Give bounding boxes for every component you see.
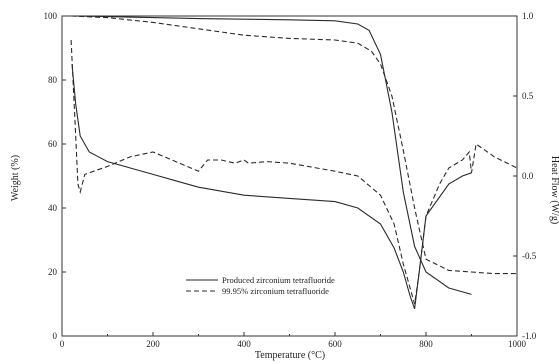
y-right-tick-label: -1.0 [522,331,537,341]
y-right-tick-label: 0.5 [522,91,534,101]
x-axis-title: Temperature (°C) [255,350,325,361]
y-left-tick-label: 0 [53,331,58,341]
y-axis-left-title: Weight (%) [10,155,21,201]
y-left-tick-label: 60 [48,139,58,149]
y-axis-right: -1.0 -0.5 0.0 0.5 1.0 [513,11,537,341]
y-left-tick-label: 80 [48,75,58,85]
x-tick-label: 0 [60,339,65,349]
x-tick-label: 600 [328,339,342,349]
series-lines [70,15,518,309]
legend-label-pure: 99.95% zirconium tetrafluoride [222,286,329,296]
y-left-tick-label: 100 [44,11,58,21]
legend: Produced zirconium tetrafluoride 99.95% … [186,275,335,296]
series-line-produced-heat-flow [71,63,472,309]
x-axis: 0 200 400 600 800 1000 [60,332,527,349]
y-right-tick-label: -0.5 [522,251,537,261]
x-tick-label: 1000 [508,339,527,349]
x-tick-label: 400 [237,339,251,349]
x-tick-label: 200 [146,339,160,349]
series-line-pure-heat-flow [70,39,518,305]
y-axis-right-title: Heat Flow (W/g) [549,156,559,224]
y-right-tick-label: 0.0 [522,171,534,181]
legend-label-produced: Produced zirconium tetrafluoride [222,275,335,285]
y-axis-left: 0 20 40 60 80 100 [44,11,66,341]
y-right-tick-label: 1.0 [522,11,534,21]
x-tick-label: 800 [419,339,433,349]
y-left-tick-label: 40 [48,203,58,213]
series-line-pure-weight [71,15,517,275]
y-left-tick-label: 20 [48,267,58,277]
series-line-produced-weight [71,15,472,295]
